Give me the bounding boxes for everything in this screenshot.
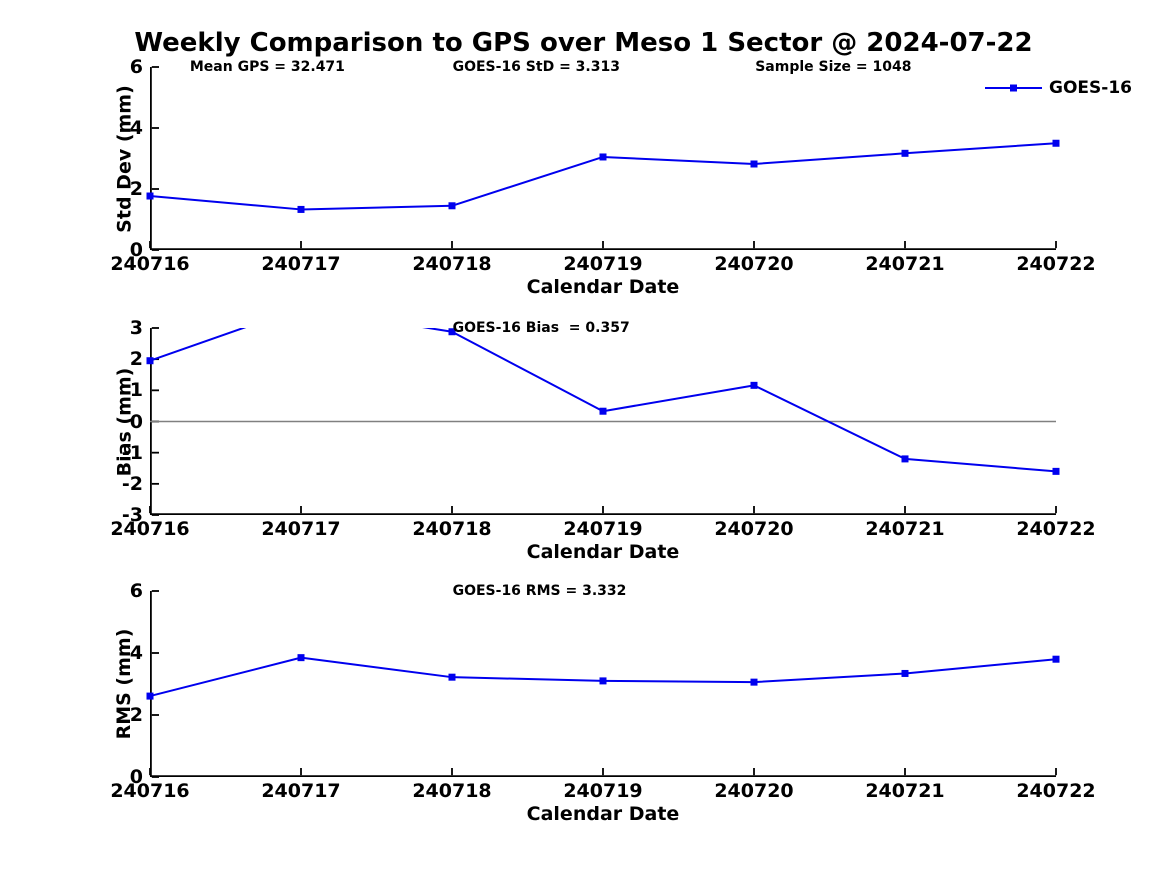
- data-point-marker: [750, 381, 758, 389]
- axis-spines: [149, 66, 1057, 251]
- x-tick-label: 240722: [1016, 780, 1096, 802]
- x-tick-label: 240721: [865, 253, 945, 275]
- x-tick-label: 240720: [714, 253, 794, 275]
- plot-area-svg: [146, 327, 1060, 516]
- y-tick-label: 2: [129, 348, 143, 371]
- x-axis-label: Calendar Date: [526, 803, 680, 825]
- data-point-marker: [901, 149, 909, 157]
- data-point-marker: [1052, 655, 1060, 663]
- stat-annotation: Mean GPS = 32.471: [189, 59, 345, 75]
- y-tick-label: 0: [129, 239, 143, 261]
- data-point-marker: [901, 669, 909, 677]
- y-tick-label: 4: [129, 117, 143, 139]
- x-tick-label: 240718: [412, 518, 492, 540]
- x-tick-label: 240722: [1016, 253, 1096, 275]
- x-tick-label: 240719: [563, 780, 643, 802]
- x-tick-label: 240722: [1016, 518, 1096, 540]
- x-tick-label: 240718: [412, 253, 492, 275]
- legend-label: GOES-16: [1049, 77, 1132, 98]
- data-point-marker: [146, 692, 154, 700]
- y-axis-label: Bias (mm): [113, 367, 135, 476]
- x-tick-label: 240720: [714, 518, 794, 540]
- stat-annotation: GOES-16 RMS = 3.332: [452, 583, 627, 599]
- x-tick-label: 240719: [563, 518, 643, 540]
- x-tick-label: 240716: [110, 780, 190, 802]
- x-tick-label: 240717: [261, 253, 341, 275]
- data-point-marker: [146, 357, 154, 365]
- stat-annotation: Sample Size = 1048: [755, 59, 912, 75]
- stat-annotation: GOES-16 Bias = 0.357: [452, 320, 630, 336]
- stat-annotation: GOES-16 StD = 3.313: [452, 59, 620, 75]
- y-tick-label: 6: [129, 56, 143, 78]
- y-tick-label: 6: [129, 580, 143, 602]
- x-tick-label: 240717: [261, 780, 341, 802]
- data-point-marker: [448, 202, 456, 210]
- y-tick-label: -3: [121, 504, 143, 526]
- y-axis-label: RMS (mm): [113, 628, 135, 740]
- x-tick-label: 240720: [714, 780, 794, 802]
- data-point-marker: [901, 455, 909, 463]
- y-axis-label: Std Dev (mm): [113, 84, 135, 233]
- y-tick-label: 0: [129, 410, 143, 433]
- data-point-marker: [298, 304, 305, 311]
- series-line: [149, 656, 1057, 698]
- series-line: [149, 142, 1057, 211]
- data-point-marker: [750, 678, 758, 686]
- data-point-marker: [599, 153, 607, 161]
- data-point-marker: [297, 654, 305, 662]
- data-point-marker: [599, 407, 607, 415]
- data-point-marker: [297, 205, 305, 213]
- y-tick-label: 4: [129, 642, 143, 664]
- legend: GOES-16: [985, 77, 1167, 99]
- data-point-marker: [448, 328, 456, 336]
- y-tick-label: 1: [129, 379, 143, 402]
- chart-title: Weekly Comparison to GPS over Meso 1 Sec…: [134, 28, 1033, 58]
- x-tick-label: 240721: [865, 518, 945, 540]
- data-point-marker: [146, 192, 154, 200]
- x-tick-label: 240716: [110, 253, 190, 275]
- y-tick-label: -1: [121, 441, 143, 464]
- x-tick-label: 240716: [110, 518, 190, 540]
- data-point-marker: [750, 160, 758, 168]
- data-series-goes-16: [146, 304, 1060, 475]
- data-series-goes-16: [146, 139, 1060, 213]
- x-tick-label: 240719: [563, 253, 643, 275]
- plot-area-svg: [146, 590, 1060, 778]
- y-tick-label: 2: [129, 178, 143, 200]
- y-tick-label: 2: [129, 704, 143, 726]
- y-tick-label: -2: [121, 472, 143, 495]
- legend-line-marker-icon: [985, 84, 1042, 92]
- x-axis-label: Calendar Date: [526, 541, 680, 563]
- data-point-marker: [1052, 139, 1060, 147]
- data-point-marker: [448, 673, 456, 681]
- x-tick-label: 240717: [261, 518, 341, 540]
- axis-spines: [149, 590, 1057, 778]
- y-tick-label: 3: [129, 317, 143, 339]
- plot-area-svg: [146, 66, 1060, 251]
- x-tick-label: 240721: [865, 780, 945, 802]
- x-axis-label: Calendar Date: [526, 276, 680, 298]
- data-point-marker: [1052, 467, 1060, 475]
- y-tick-label: 0: [129, 766, 143, 788]
- data-series-goes-16: [146, 654, 1060, 700]
- x-tick-label: 240718: [412, 780, 492, 802]
- data-point-marker: [599, 677, 607, 685]
